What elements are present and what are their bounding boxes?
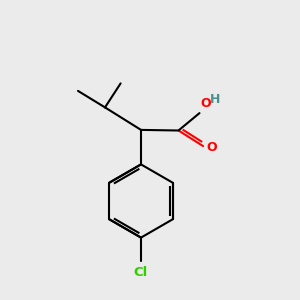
Text: H: H — [210, 93, 220, 106]
Text: O: O — [207, 141, 217, 154]
Text: Cl: Cl — [134, 266, 148, 278]
Text: O: O — [200, 97, 211, 110]
